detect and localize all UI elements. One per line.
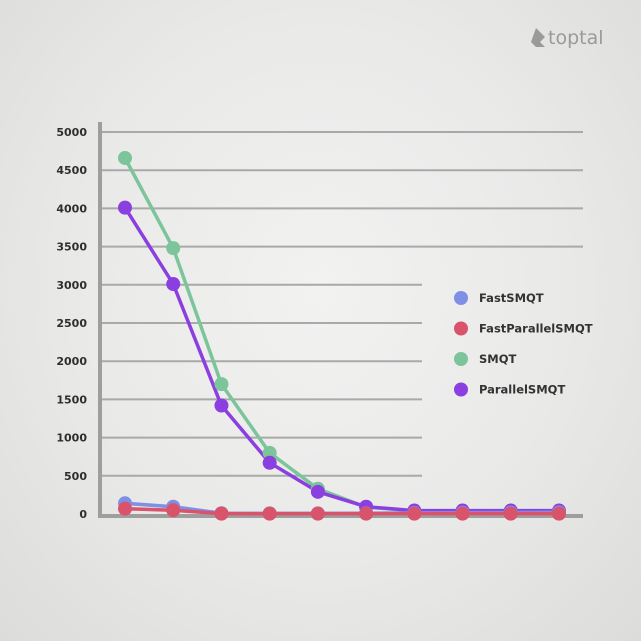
data-point (552, 506, 566, 521)
data-point (262, 506, 277, 521)
y-tick-label: 500 (64, 470, 87, 483)
brand-logo: toptal (531, 27, 604, 49)
legend-label: ParallelSMQT (479, 383, 565, 397)
axes (98, 122, 583, 518)
data-point (262, 445, 277, 460)
series-points (118, 150, 566, 521)
y-tick-label: 5000 (56, 126, 87, 139)
data-point (166, 277, 181, 292)
gridlines (100, 131, 583, 477)
data-point (118, 200, 132, 215)
data-point (118, 150, 132, 165)
y-tick-label: 2500 (56, 317, 87, 330)
legend: FastSMQT FastParallelSMQT SMQT ParallelSMQT (454, 291, 593, 397)
legend-marker (454, 291, 468, 305)
data-point (214, 506, 229, 521)
legend-label: FastSMQT (479, 291, 544, 305)
data-point (455, 506, 470, 521)
legend-marker (454, 352, 468, 366)
data-point (407, 506, 422, 521)
data-point (310, 484, 325, 499)
legend-label: FastParallelSMQT (479, 322, 593, 336)
y-tick-label: 2000 (56, 355, 87, 368)
y-tick-label: 4000 (56, 202, 87, 215)
data-point (214, 398, 229, 413)
y-tick-label: 3000 (56, 279, 87, 292)
data-point (166, 503, 181, 518)
legend-marker (454, 321, 468, 336)
y-tick-label: 4500 (56, 164, 87, 177)
data-point (118, 501, 132, 516)
series-line (124, 506, 559, 516)
series-line (123, 206, 559, 513)
legend-label: SMQT (479, 352, 517, 366)
toptal-logo-icon (531, 28, 545, 47)
y-tick-label: 3500 (56, 241, 87, 254)
y-tick-label: 1000 (56, 432, 87, 445)
data-point (310, 506, 325, 521)
y-tick-labels: 0 500 1000 1500 2000 2500 3000 3500 4000 4500 5000 (56, 126, 87, 521)
data-point (359, 506, 374, 521)
data-point (166, 241, 181, 256)
data-point (214, 377, 229, 392)
y-tick-label: 0 (79, 508, 87, 521)
legend-marker (454, 382, 468, 397)
data-point (262, 455, 277, 470)
brand-name: toptal (548, 27, 604, 49)
data-point (503, 506, 518, 521)
series-lines (123, 157, 560, 516)
y-tick-label: 1500 (56, 393, 87, 406)
